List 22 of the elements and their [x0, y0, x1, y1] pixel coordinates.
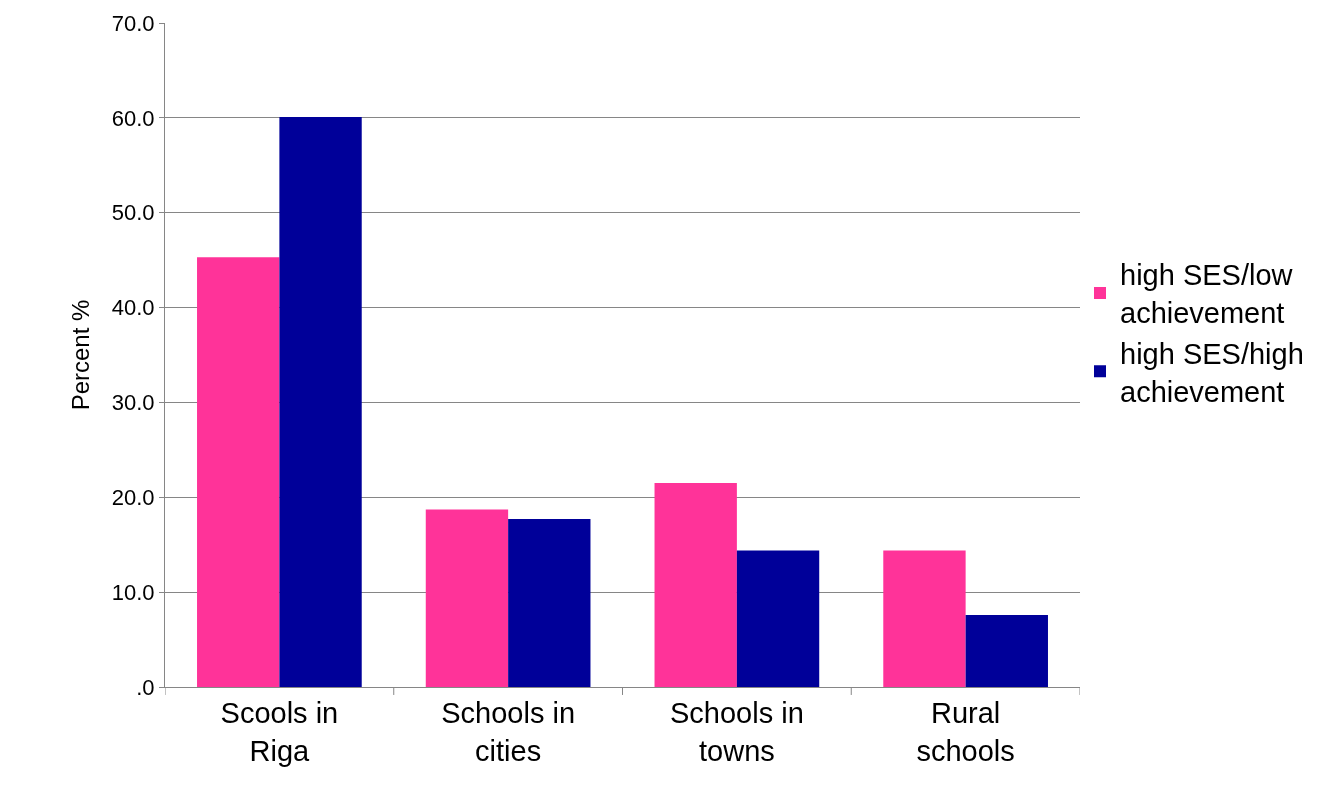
- bar: [279, 116, 362, 687]
- y-tick-label: 30.0: [111, 390, 155, 416]
- bar: [883, 550, 966, 687]
- bar: [736, 550, 820, 687]
- bar: [965, 614, 1048, 687]
- y-tick-label: 70.0: [111, 10, 155, 36]
- x-tick-label: Schools in towns: [669, 696, 804, 767]
- y-tick-label: 60.0: [111, 105, 155, 131]
- x-tick-label: Scools in Riga: [220, 696, 339, 767]
- y-axis-title: Percent %: [66, 299, 94, 411]
- bar: [197, 257, 280, 687]
- bar: [425, 509, 509, 687]
- y-tick-label: 10.0: [111, 579, 155, 605]
- y-tick-label: 50.0: [111, 200, 155, 226]
- legend-label: high SES/high achievement: [1120, 337, 1304, 408]
- x-tick-label: Schools in cities: [441, 696, 576, 767]
- y-tick-label: .0: [136, 674, 155, 700]
- x-tick-label: Rural schools: [916, 696, 1015, 767]
- bar: [508, 519, 591, 687]
- bar: [654, 483, 737, 687]
- y-tick-label: 20.0: [111, 484, 155, 510]
- y-tick-label: 40.0: [111, 295, 155, 321]
